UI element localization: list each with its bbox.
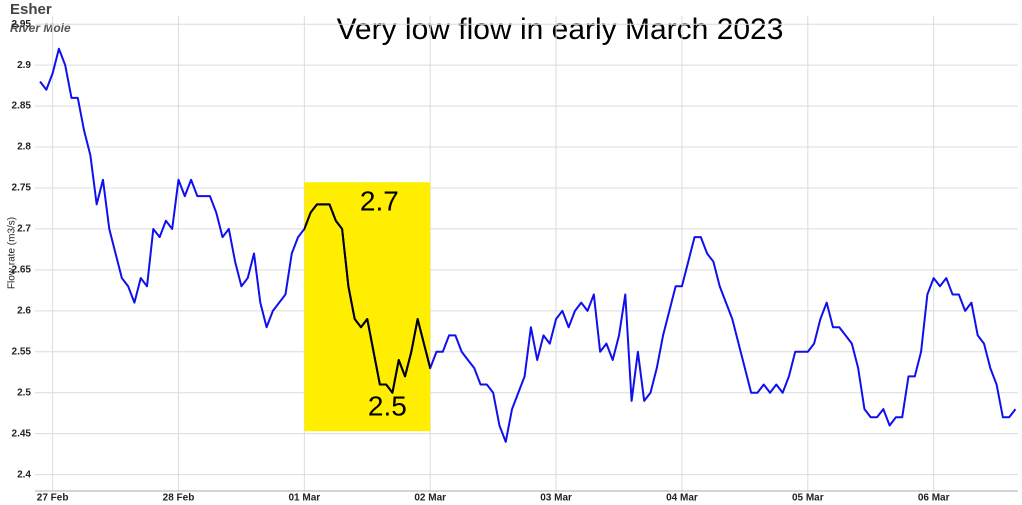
y-tick-label: 2.9 bbox=[17, 60, 31, 71]
y-tick-label: 2.6 bbox=[17, 305, 31, 316]
x-tick-label: 04 Mar bbox=[666, 493, 698, 504]
site-name: Esher bbox=[10, 1, 52, 18]
x-tick-label: 05 Mar bbox=[792, 493, 824, 504]
y-axis-label: Flow rate (m3/s) bbox=[7, 217, 18, 289]
y-tick-label: 2.55 bbox=[12, 346, 32, 357]
x-tick-label: 01 Mar bbox=[289, 493, 321, 504]
x-tick-label: 06 Mar bbox=[918, 493, 950, 504]
x-tick-label: 03 Mar bbox=[540, 493, 572, 504]
y-tick-label: 2.45 bbox=[12, 428, 32, 439]
y-tick-label: 2.65 bbox=[12, 265, 32, 276]
y-tick-label: 2.75 bbox=[12, 183, 32, 194]
annotation: 2.5 bbox=[368, 391, 407, 422]
x-tick-label: 02 Mar bbox=[414, 493, 446, 504]
chart-title: Very low flow in early March 2023 bbox=[337, 13, 784, 46]
y-tick-label: 2.8 bbox=[17, 142, 31, 153]
x-tick-label: 28 Feb bbox=[163, 493, 195, 504]
y-tick-label: 2.4 bbox=[17, 469, 31, 480]
y-tick-label: 2.95 bbox=[12, 19, 32, 30]
annotation: 2.7 bbox=[360, 186, 399, 217]
flow-line bbox=[39, 47, 1017, 443]
highlighted-line bbox=[304, 203, 431, 394]
highlight-box bbox=[304, 182, 431, 432]
y-tick-label: 2.5 bbox=[17, 387, 31, 398]
y-tick-label: 2.85 bbox=[12, 101, 32, 112]
y-tick-label: 2.7 bbox=[17, 224, 31, 235]
x-tick-label: 27 Feb bbox=[37, 493, 69, 504]
